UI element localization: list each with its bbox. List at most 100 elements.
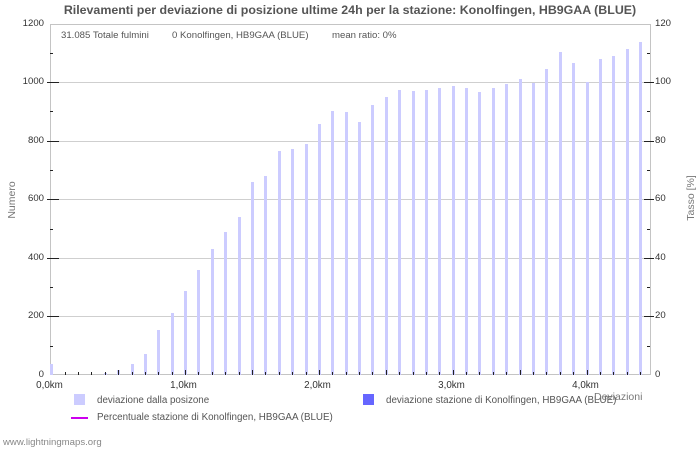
tick-mark — [91, 372, 93, 375]
bar — [411, 91, 415, 375]
bar — [50, 363, 54, 375]
bar — [505, 84, 509, 375]
bar — [358, 121, 362, 375]
legend-label-deviation: deviazione dalla posizone — [97, 395, 210, 406]
tick-mark — [644, 316, 654, 318]
x-axis-title: Deviazioni — [594, 391, 643, 403]
left-tick-label: 1000 — [22, 76, 44, 88]
legend-label-percent: Percentuale stazione di Konolfingen, HB9… — [97, 412, 333, 423]
tick-mark — [372, 372, 374, 375]
tick-mark — [647, 111, 650, 113]
tick-mark — [644, 257, 654, 259]
tick-mark — [412, 372, 414, 375]
tick-mark — [64, 372, 66, 375]
tick-mark — [613, 372, 615, 375]
tick-mark — [318, 370, 320, 375]
footer-site: www.lightningmaps.org — [3, 437, 102, 448]
tick-mark — [198, 372, 200, 375]
bar — [130, 363, 134, 375]
tick-mark — [238, 372, 240, 375]
tick-mark — [131, 372, 133, 375]
tick-mark — [647, 287, 650, 289]
bar — [558, 52, 562, 375]
bar — [572, 63, 576, 375]
left-tick-label: 400 — [27, 251, 44, 263]
bar — [224, 231, 228, 375]
x-tick-label: 1,0km — [170, 380, 197, 391]
tick-mark — [647, 228, 650, 230]
bar — [612, 56, 616, 375]
tick-mark — [47, 82, 59, 84]
right-axis-title: Tasso [%] — [685, 175, 697, 221]
tick-mark — [225, 372, 227, 375]
tick-mark — [492, 372, 494, 375]
tick-mark — [47, 257, 59, 259]
bar — [491, 87, 495, 375]
tick-mark — [439, 372, 441, 375]
station-count: 0 Konolfingen, HB9GAA (BLUE) — [172, 30, 309, 41]
tick-mark — [532, 372, 534, 375]
bar — [518, 79, 522, 375]
bar — [639, 42, 643, 375]
tick-mark — [50, 287, 53, 289]
tick-mark — [78, 372, 80, 375]
tick-mark — [479, 372, 481, 375]
tick-mark — [359, 372, 361, 375]
left-tick-label: 800 — [27, 134, 44, 146]
left-tick-label: 1200 — [22, 17, 44, 29]
tick-mark — [425, 372, 427, 375]
x-tick-label: 0,0km — [36, 380, 63, 391]
tick-mark — [644, 82, 654, 84]
bar — [317, 123, 321, 375]
x-tick-label: 2,0km — [304, 380, 331, 391]
legend-label-station: deviazione stazione di Konolfingen, HB9G… — [386, 395, 617, 406]
tick-mark — [573, 372, 575, 375]
right-tick-label: 60 — [655, 193, 666, 205]
tick-mark — [332, 372, 334, 375]
tick-mark — [519, 370, 521, 375]
tick-mark — [47, 140, 59, 142]
tick-mark — [252, 370, 253, 375]
x-tick-label: 3,0km — [438, 380, 465, 391]
gridline — [50, 82, 651, 84]
bar — [304, 143, 308, 375]
tick-mark — [644, 199, 654, 201]
tick-mark — [171, 372, 173, 375]
bar — [398, 89, 402, 375]
tick-mark — [466, 372, 468, 375]
bar — [197, 269, 201, 375]
tick-mark — [385, 370, 387, 375]
tick-mark — [50, 111, 53, 113]
tick-mark — [292, 372, 294, 375]
tick-mark — [559, 372, 561, 375]
bar — [438, 87, 442, 375]
tick-mark — [647, 169, 650, 171]
gridline — [50, 199, 651, 201]
bar — [625, 49, 629, 375]
tick-mark — [144, 372, 146, 375]
legend-swatch-station — [363, 394, 374, 405]
bar — [384, 96, 388, 375]
bar — [331, 110, 335, 375]
tick-mark — [50, 228, 53, 230]
tick-mark — [452, 370, 454, 375]
bar — [424, 89, 428, 375]
bar — [371, 104, 375, 375]
bar — [157, 330, 161, 375]
bar — [184, 290, 188, 375]
tick-mark — [626, 372, 628, 375]
tick-mark — [278, 372, 280, 375]
tick-mark — [265, 372, 267, 375]
tick-mark — [586, 370, 588, 375]
x-tick-label: 4,0km — [572, 380, 599, 391]
left-tick-label: 200 — [27, 310, 44, 322]
tick-mark — [305, 372, 307, 375]
legend-line-percent — [71, 417, 88, 419]
tick-mark — [647, 345, 650, 347]
bar — [531, 82, 535, 375]
bar — [170, 312, 174, 375]
tick-mark — [546, 372, 548, 375]
tick-mark — [50, 52, 53, 54]
bar — [277, 150, 281, 375]
total-strikes: 31.085 Totale fulmini — [61, 30, 149, 41]
